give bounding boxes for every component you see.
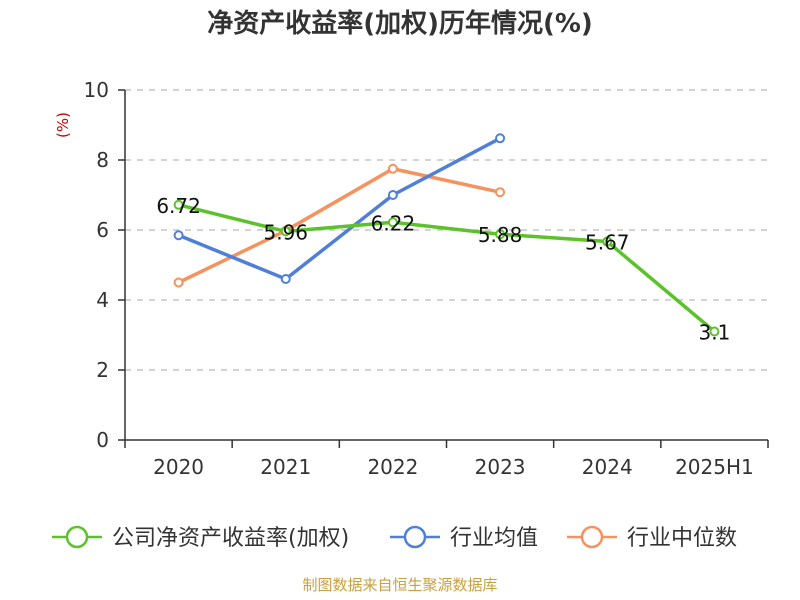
data-point	[280, 226, 291, 237]
series-line	[177, 136, 501, 281]
data-point	[173, 199, 184, 210]
axes	[118, 89, 769, 448]
legend-label: 行业均值	[450, 526, 538, 551]
source-note: 制图数据来自恒生聚源数据库	[302, 576, 497, 594]
legend-item-1: 行业均值	[390, 525, 538, 551]
data-point	[602, 236, 613, 247]
legend-item-2: 行业中位数	[567, 525, 737, 551]
y-tick-label: 2	[96, 358, 109, 382]
series-line	[178, 203, 716, 333]
y-tick-label: 0	[96, 428, 109, 452]
data-point	[495, 229, 506, 240]
series-group	[173, 133, 720, 337]
data-label: 3.1	[699, 321, 731, 345]
y-tick-labels: 0 2 4 6 8 10	[84, 78, 109, 452]
legend-marker	[403, 525, 427, 549]
y-axis-label: (%)	[54, 112, 72, 138]
x-tick-labels: 2020 2021 2022 2023 2024 2025H1	[153, 455, 754, 479]
data-point	[495, 133, 506, 144]
data-point	[709, 326, 720, 337]
series-0	[173, 199, 720, 337]
data-point	[387, 217, 398, 228]
data-point	[387, 163, 398, 174]
data-point	[173, 277, 184, 288]
legend-marker	[580, 525, 604, 549]
legend-marker	[65, 525, 89, 549]
data-label: 5.96	[263, 220, 308, 244]
data-point	[173, 230, 184, 241]
data-label: 5.88	[478, 223, 523, 247]
y-tick-label: 6	[96, 218, 109, 242]
data-label: 6.22	[371, 211, 416, 235]
legend-label: 行业中位数	[627, 526, 737, 551]
data-point	[280, 274, 291, 284]
legend-label: 公司净资产收益率(加权)	[112, 526, 349, 551]
chart-title: 净资产收益率(加权)历年情况(%)	[207, 8, 593, 39]
y-tick-label: 8	[96, 148, 109, 172]
y-tick-label: 4	[96, 288, 109, 312]
x-tick-label: 2020	[153, 455, 204, 479]
data-point	[495, 187, 506, 198]
data-label: 6.72	[156, 194, 201, 218]
data-label: 5.67	[585, 231, 630, 255]
x-tick-label: 2022	[367, 455, 418, 479]
x-tick-label: 2023	[475, 455, 526, 479]
x-tick-label: 2024	[582, 455, 633, 479]
series-1	[173, 133, 506, 284]
legend: 公司净资产收益率(加权) 行业均值 行业中位数	[52, 525, 737, 551]
data-labels: 6.72 5.96 6.22 5.88 5.67 3.1	[156, 194, 730, 345]
data-point	[387, 190, 398, 200]
y-tick-label: 10	[84, 78, 109, 102]
legend-item-0: 公司净资产收益率(加权)	[52, 525, 349, 551]
x-tick-label: 2021	[260, 455, 311, 479]
x-tick-label: 2025H1	[675, 455, 754, 479]
